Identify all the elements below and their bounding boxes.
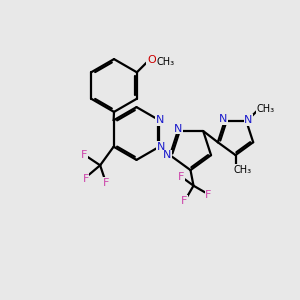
Text: CH₃: CH₃ (256, 103, 274, 114)
Text: N: N (219, 114, 227, 124)
Text: F: F (205, 190, 212, 200)
Text: CH₃: CH₃ (234, 165, 252, 175)
Text: F: F (82, 173, 89, 184)
Text: N: N (244, 115, 253, 125)
Text: F: F (181, 196, 188, 206)
Text: N: N (174, 124, 182, 134)
Text: N: N (157, 142, 165, 152)
Text: N: N (163, 150, 171, 160)
Text: N: N (156, 115, 164, 125)
Text: F: F (81, 150, 87, 160)
Text: F: F (178, 172, 184, 182)
Text: CH₃: CH₃ (156, 57, 175, 67)
Text: O: O (147, 55, 156, 65)
Text: F: F (103, 178, 109, 188)
